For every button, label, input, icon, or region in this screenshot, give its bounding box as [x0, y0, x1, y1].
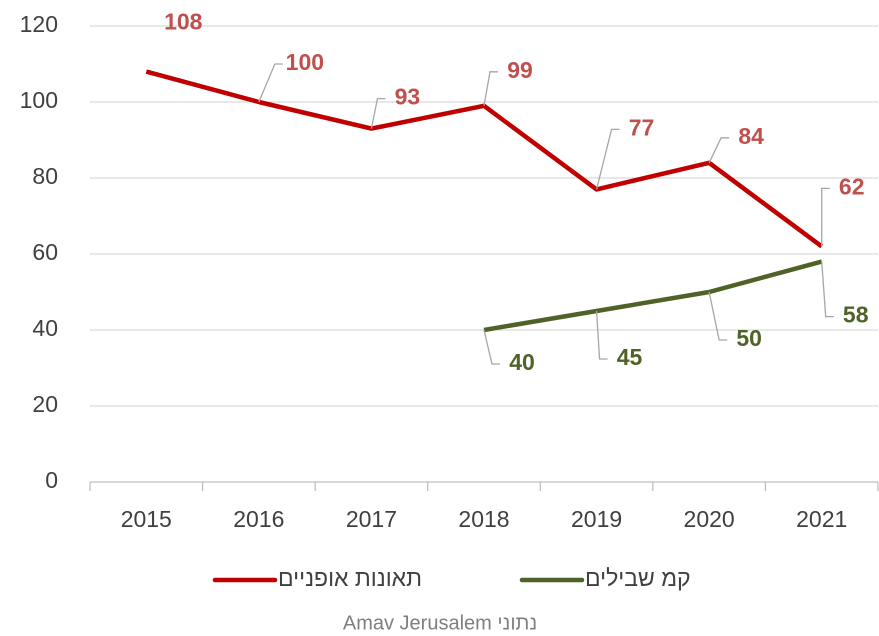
data-label: 108: [164, 9, 203, 35]
source: נתוני Amav Jerusalem: [343, 612, 537, 634]
data-label: 62: [839, 173, 865, 199]
x-tick-label: 2021: [796, 506, 847, 532]
leader-line: [595, 128, 620, 190]
y-tick-label: 80: [32, 163, 58, 189]
leader-line: [821, 261, 834, 318]
x-tick-label: 2017: [346, 506, 397, 532]
data-label: 50: [736, 325, 762, 351]
data-label: 99: [507, 57, 533, 83]
data-label: 45: [617, 344, 643, 370]
x-tick-label: 2016: [233, 506, 284, 532]
series-line: [483, 259, 823, 333]
data-label: 77: [629, 114, 655, 140]
data-label: 58: [843, 302, 869, 328]
legend-label: תאונות אופניים: [278, 565, 422, 591]
y-tick-label: 40: [32, 315, 58, 341]
y-tick-label: 120: [20, 11, 58, 37]
y-tick-label: 0: [45, 467, 58, 493]
leader-line: [258, 63, 283, 103]
leader-line: [483, 329, 500, 365]
y-tick-label: 100: [20, 87, 58, 113]
leader-line: [708, 137, 730, 164]
series-line: [145, 69, 824, 249]
x-tick-label: 2015: [121, 506, 172, 532]
data-label: 93: [395, 84, 421, 110]
data-label: 84: [738, 123, 764, 149]
leader-line: [708, 291, 728, 341]
data-label: 40: [509, 349, 535, 375]
leader-line: [821, 187, 830, 247]
x-tick-label: 2019: [571, 506, 622, 532]
y-tick-label: 20: [32, 391, 58, 417]
leader-line: [370, 97, 386, 129]
leader-line: [483, 71, 498, 106]
legend-label: קמ שבילים: [585, 565, 691, 591]
x-tick-label: 2018: [458, 506, 509, 532]
y-tick-label: 60: [32, 239, 58, 265]
leader-line: [595, 310, 608, 360]
data-label: 100: [286, 49, 324, 75]
x-tick-label: 2020: [684, 506, 735, 532]
